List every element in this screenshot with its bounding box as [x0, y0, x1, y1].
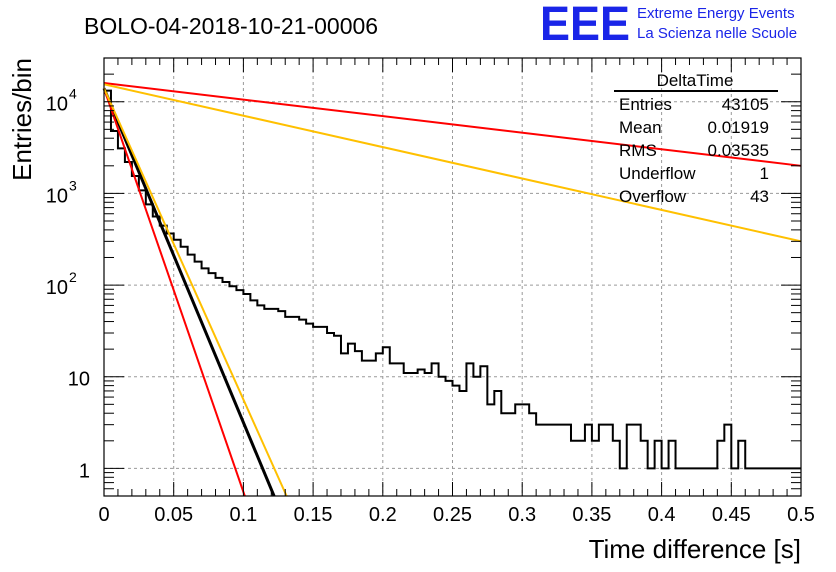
- y-tick-label: 10: [46, 185, 68, 207]
- x-tick-label: 0.2: [369, 504, 397, 526]
- x-tick-label: 0.1: [229, 504, 257, 526]
- y-tick-label: 1: [79, 460, 90, 482]
- stats-value-overflow: 43: [750, 187, 769, 206]
- x-tick-label: 0.35: [572, 504, 611, 526]
- x-tick-label: 0: [98, 504, 109, 526]
- x-tick-label: 0.05: [154, 504, 193, 526]
- x-axis-title: Time difference [s]: [589, 534, 801, 564]
- y-tick-label-exponent: 3: [69, 177, 77, 193]
- fit-line-1: [102, 87, 276, 497]
- stats-label-overflow: Overflow: [619, 187, 687, 206]
- stats-label-entries: Entries: [619, 95, 672, 114]
- x-axis: 0 0.05 0.1 0.15 0.2 0.25 0.3 0.35 0.4 0.45 0.5: [98, 58, 815, 526]
- grid: [104, 58, 801, 496]
- x-tick-label: 0.3: [508, 504, 536, 526]
- eee-logo-mark: EEE: [540, 0, 630, 51]
- stats-value-underflow: 1: [760, 164, 769, 183]
- y-tick-label-exponent: 2: [69, 269, 77, 285]
- stats-value-mean: 0.01919: [708, 118, 769, 137]
- stats-value-rms: 0.03535: [708, 141, 769, 160]
- fit-line-5: [103, 83, 802, 243]
- stats-label-rms: RMS: [619, 141, 657, 160]
- y-tick-label: 10: [68, 369, 90, 391]
- eee-logo-line2: La Scienza nelle Scuole: [637, 25, 797, 42]
- y-tick-label-exponent: 4: [69, 86, 77, 102]
- y-tick-label: 10: [46, 277, 68, 299]
- x-tick-label: 0.4: [648, 504, 676, 526]
- chart-title: BOLO-04-2018-10-21-00006: [84, 13, 378, 39]
- fit-line-2: [103, 88, 246, 497]
- x-tick-label: 0.5: [787, 504, 815, 526]
- fit-line-3: [103, 87, 288, 497]
- stats-box: DeltaTime Entries 43105 Mean 0.01919 RMS…: [614, 71, 778, 206]
- stats-value-entries: 43105: [722, 95, 769, 114]
- x-tick-label: 0.45: [712, 504, 751, 526]
- y-axis-title: Entries/bin: [7, 58, 37, 181]
- histogram-series: [104, 89, 801, 470]
- stats-label-mean: Mean: [619, 118, 662, 137]
- fit-lines-layer: [102, 82, 802, 497]
- x-tick-label: 0.25: [433, 504, 472, 526]
- stats-label-underflow: Underflow: [619, 164, 696, 183]
- x-tick-label: 0.15: [294, 504, 333, 526]
- eee-logo-line1: Extreme Energy Events: [637, 5, 795, 22]
- y-tick-label: 10: [46, 94, 68, 116]
- histogram-layer: [104, 89, 801, 470]
- fit-line-4: [103, 82, 802, 167]
- eee-logo: EEE Extreme Energy Events La Scienza nel…: [540, 0, 797, 51]
- stats-box-title: DeltaTime: [657, 71, 734, 90]
